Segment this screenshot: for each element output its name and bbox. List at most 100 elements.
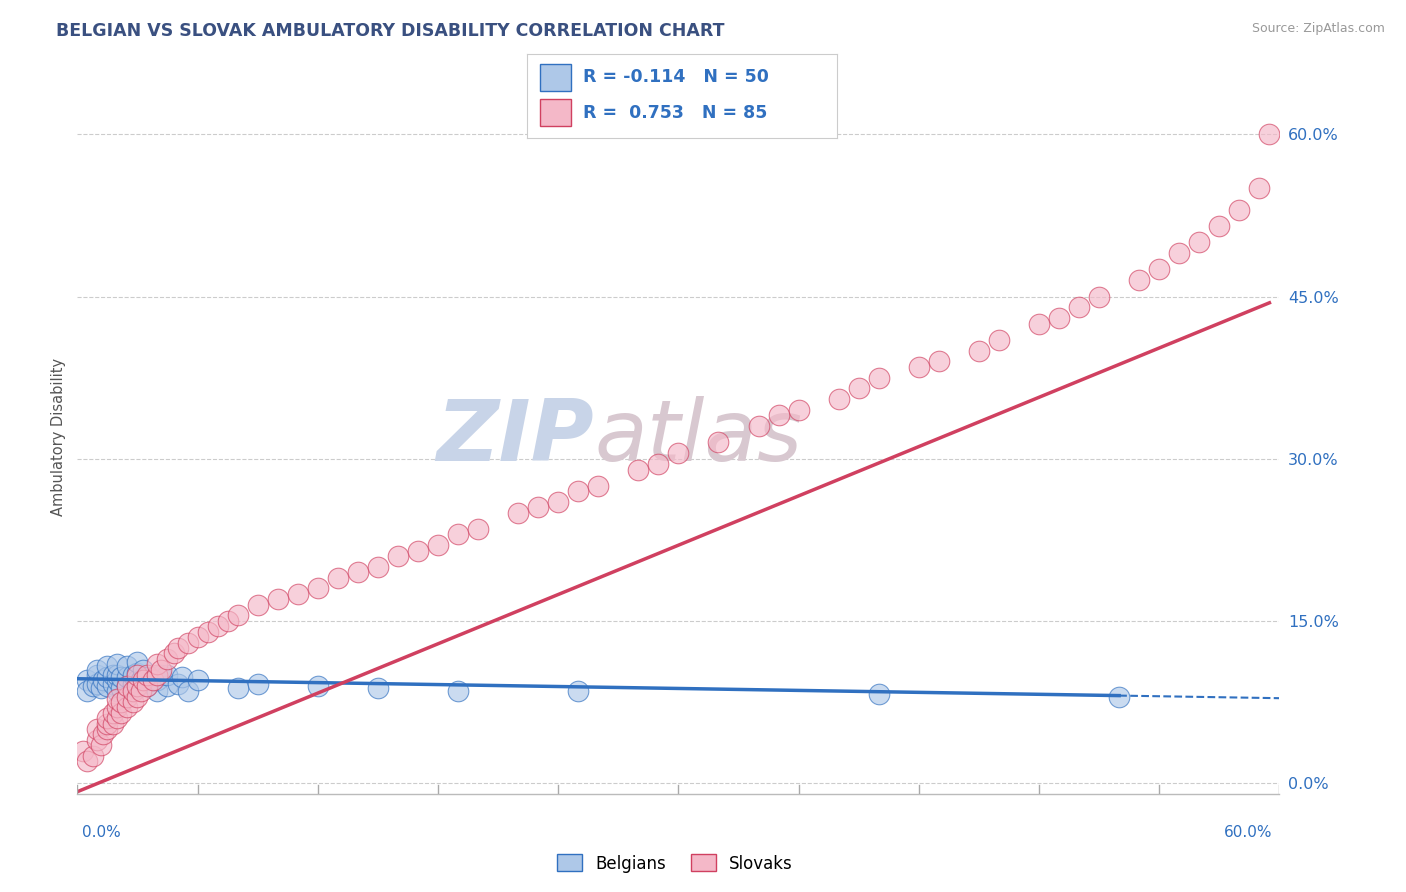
Point <box>387 549 409 563</box>
Point <box>150 668 173 682</box>
Point <box>82 679 104 693</box>
Point <box>117 659 139 673</box>
Point <box>217 614 239 628</box>
Point <box>1258 128 1281 142</box>
Point <box>122 676 145 690</box>
Point <box>117 690 139 704</box>
Point <box>127 690 149 704</box>
Point <box>1088 289 1111 303</box>
Point <box>367 681 389 695</box>
Point <box>156 668 179 682</box>
Point <box>146 657 169 672</box>
Point <box>307 582 329 596</box>
Y-axis label: Ambulatory Disability: Ambulatory Disability <box>51 358 66 516</box>
Point <box>988 333 1011 347</box>
Point <box>76 684 98 698</box>
Point <box>267 592 290 607</box>
Point <box>176 635 198 649</box>
Point <box>132 663 155 677</box>
Point <box>86 668 108 682</box>
Point <box>908 359 931 374</box>
Point <box>142 673 165 688</box>
Point <box>1168 246 1191 260</box>
Point <box>928 354 950 368</box>
Point <box>647 457 669 471</box>
Point <box>96 679 118 693</box>
Point <box>132 673 155 688</box>
Point <box>1108 690 1130 704</box>
Point <box>668 446 690 460</box>
Point <box>207 619 229 633</box>
Point <box>246 676 269 690</box>
Point <box>367 559 389 574</box>
Point <box>146 684 169 698</box>
Point <box>86 732 108 747</box>
Text: 60.0%: 60.0% <box>1225 825 1272 840</box>
Point <box>131 684 153 698</box>
Point <box>127 655 149 669</box>
Point <box>186 673 209 688</box>
Point <box>122 684 145 698</box>
Point <box>110 706 132 720</box>
Text: BELGIAN VS SLOVAK AMBULATORY DISABILITY CORRELATION CHART: BELGIAN VS SLOVAK AMBULATORY DISABILITY … <box>56 22 724 40</box>
Point <box>567 484 589 499</box>
Point <box>527 500 550 515</box>
Point <box>567 684 589 698</box>
Point <box>447 527 470 541</box>
Point <box>547 495 569 509</box>
Point <box>150 663 173 677</box>
Point <box>787 403 810 417</box>
Point <box>142 673 165 688</box>
Point <box>868 370 890 384</box>
Point <box>96 659 118 673</box>
Point <box>1188 235 1211 250</box>
Point <box>90 681 112 695</box>
Point <box>107 668 129 682</box>
Point <box>110 681 132 695</box>
Point <box>117 700 139 714</box>
Point <box>146 668 169 682</box>
Point <box>82 749 104 764</box>
Point <box>707 435 730 450</box>
Point <box>1249 181 1271 195</box>
Point <box>197 624 219 639</box>
Point <box>156 679 179 693</box>
Text: atlas: atlas <box>595 395 803 479</box>
Point <box>828 392 851 407</box>
Text: R = -0.114   N = 50: R = -0.114 N = 50 <box>583 69 769 87</box>
Point <box>967 343 990 358</box>
Point <box>768 409 790 423</box>
Point <box>86 663 108 677</box>
Point <box>162 646 184 660</box>
Point <box>76 673 98 688</box>
Point <box>96 711 118 725</box>
Point <box>156 651 179 665</box>
Point <box>627 462 650 476</box>
Text: R =  0.753   N = 85: R = 0.753 N = 85 <box>583 103 768 122</box>
Point <box>1047 311 1070 326</box>
Point <box>76 755 98 769</box>
Point <box>127 681 149 695</box>
Point <box>1149 262 1171 277</box>
Point <box>166 640 188 655</box>
Point <box>176 684 198 698</box>
Point <box>93 727 115 741</box>
Point <box>127 673 149 688</box>
Text: ZIP: ZIP <box>437 395 595 479</box>
FancyBboxPatch shape <box>540 63 571 91</box>
Point <box>96 716 118 731</box>
Point <box>226 608 249 623</box>
Point <box>287 587 309 601</box>
Point <box>447 684 470 698</box>
Point <box>170 670 193 684</box>
Point <box>107 711 129 725</box>
Point <box>326 571 349 585</box>
Point <box>136 679 159 693</box>
Point <box>122 695 145 709</box>
Point <box>868 687 890 701</box>
Point <box>86 722 108 736</box>
Point <box>107 700 129 714</box>
Point <box>246 598 269 612</box>
Point <box>110 670 132 684</box>
Point <box>107 684 129 698</box>
